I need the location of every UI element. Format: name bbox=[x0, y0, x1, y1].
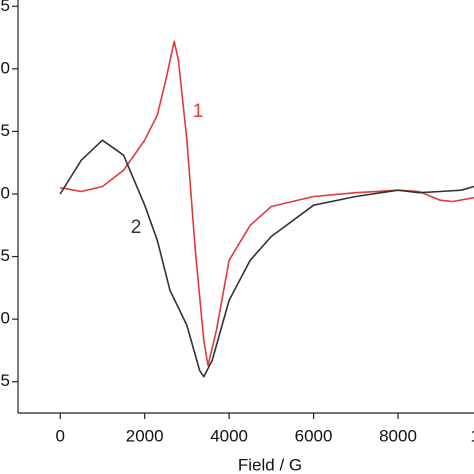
annotation: 2 bbox=[131, 217, 142, 238]
x-tick-label: 0 bbox=[55, 426, 64, 445]
line-series bbox=[60, 40, 474, 367]
x-tick-label: 8000 bbox=[379, 426, 417, 445]
line-series bbox=[59, 139, 474, 378]
x-tick-label: 2000 bbox=[126, 426, 164, 445]
y-tick-label: 0 bbox=[1, 58, 10, 77]
y-tick-label: 0 bbox=[1, 309, 10, 328]
x-axis-label: Field / G bbox=[238, 455, 302, 474]
x-tick-label: 4000 bbox=[210, 426, 248, 445]
y-tick-label: 5 bbox=[1, 0, 10, 15]
x-tick-label: 6000 bbox=[295, 426, 333, 445]
annotation: 1 bbox=[193, 101, 204, 122]
y-tick-label: 5 bbox=[1, 121, 10, 140]
x-tick-label: 10 bbox=[470, 426, 474, 445]
y-tick-label: 5 bbox=[1, 246, 10, 265]
y-tick-label: 5 bbox=[1, 371, 10, 390]
y-tick-label: 0 bbox=[1, 183, 10, 202]
